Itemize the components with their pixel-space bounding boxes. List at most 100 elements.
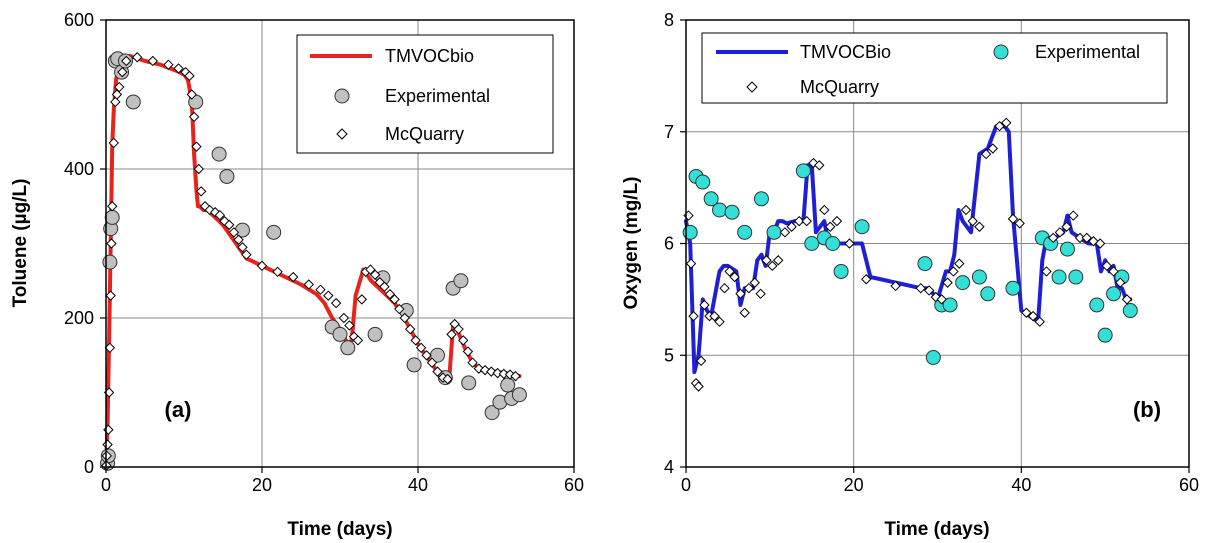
x-tick-label: 0 <box>101 475 111 495</box>
experimental-point <box>332 326 348 342</box>
panel-a-series <box>100 51 527 471</box>
panel-b-label: (b) <box>1133 397 1161 422</box>
mcquarry-point <box>773 255 784 266</box>
mcquarry-point <box>948 266 959 277</box>
mcquarry-point <box>1027 310 1039 322</box>
legend-experimental-b-label: Experimental <box>1035 42 1140 62</box>
experimental-point <box>484 405 500 421</box>
mcquarry-point <box>844 238 855 249</box>
experimental-point <box>980 286 996 302</box>
experimental-point <box>406 357 422 373</box>
mcquarry-point <box>256 260 268 272</box>
y-tick-label: 400 <box>64 159 94 179</box>
legend-tmvocbio-b-label: TMVOCBio <box>800 42 891 62</box>
mcquarry-point <box>467 357 478 368</box>
experimental-point <box>854 219 870 235</box>
mcquarry-point <box>233 234 244 245</box>
mcquarry-point <box>131 52 143 63</box>
mcquarry-point <box>272 266 283 278</box>
y-tick-label: 8 <box>664 10 674 30</box>
mcquarry-point <box>761 255 772 266</box>
mcquarry-point <box>184 70 195 82</box>
mcquarry-point <box>224 219 235 231</box>
experimental-point <box>925 349 941 365</box>
experimental-point <box>1089 297 1105 313</box>
y-tick-label: 4 <box>664 457 674 477</box>
tmvocbio-series-line <box>684 124 1133 374</box>
mcquarry-point <box>1108 266 1119 277</box>
mcquarry-point <box>954 258 965 269</box>
experimental-point <box>102 254 118 270</box>
x-tick-label: 40 <box>408 475 428 495</box>
mcquarry-point <box>103 424 114 435</box>
legend-mcquarry-b-label: McQuarry <box>800 77 879 97</box>
mcquarry-point <box>688 310 699 322</box>
panel-a-y-axis-title: Toluene (µg/L) <box>10 179 31 308</box>
experimental-point <box>1059 241 1075 257</box>
mcquarry-point <box>1021 307 1032 318</box>
experimental-point <box>367 326 383 342</box>
panel-b-legend-box <box>701 32 1168 104</box>
experimental-point <box>955 275 971 291</box>
experimental-point <box>511 387 527 403</box>
mcquarry-point <box>188 111 200 123</box>
mcquarry-point <box>106 238 117 249</box>
mcquarry-point <box>442 373 453 385</box>
mcquarry-point <box>432 366 443 377</box>
mcquarry-point <box>287 271 299 283</box>
mcquarry-point <box>1115 277 1126 288</box>
x-tick-label: 40 <box>1011 475 1031 495</box>
experimental-point <box>1005 280 1021 296</box>
experimental-point <box>804 236 820 251</box>
x-tick-label: 0 <box>681 475 691 495</box>
experimental-point <box>724 204 740 220</box>
mcquarry-point <box>102 439 113 450</box>
mcquarry-point <box>104 342 116 354</box>
experimental-point <box>737 224 753 240</box>
mcquarry-point <box>186 89 198 100</box>
mcquarry-point <box>105 290 116 301</box>
mcquarry-point <box>1007 213 1019 225</box>
mcquarry-point <box>344 320 355 331</box>
experimental-point <box>104 209 120 225</box>
mcquarry-point <box>498 368 510 380</box>
legend-experimental-circle-swatch <box>334 88 350 104</box>
mcquarry-point <box>121 55 132 67</box>
mcquarry-point <box>714 316 725 327</box>
mcquarry-point <box>735 288 746 299</box>
experimental-point <box>500 377 516 393</box>
mcquarry-point <box>426 357 438 368</box>
mcquarry-point <box>861 274 872 285</box>
mcquarry-point <box>987 143 999 154</box>
legend-mcquarry-diamond-swatch <box>336 128 348 140</box>
experimental-point <box>1068 269 1084 285</box>
panel-b-y-axis-title: Oxygen (mg/L) <box>621 176 642 309</box>
legend-mcquarry-b-diamond-swatch <box>746 81 758 93</box>
mcquarry-point <box>1121 294 1133 305</box>
mcquarry-point <box>195 186 207 197</box>
mcquarry-point <box>824 221 836 232</box>
mcquarry-point <box>338 312 350 324</box>
mcquarry-point <box>936 294 947 305</box>
mcquarry-point <box>369 269 381 280</box>
mcquarry-point <box>724 266 735 277</box>
mcquarry-point <box>315 284 326 295</box>
mcquarry-point <box>980 148 992 160</box>
panel-a-legend: TMVOCbio Experimental McQuarry <box>296 34 554 154</box>
mcquarry-point <box>399 312 410 324</box>
mcquarry-point <box>967 215 978 227</box>
y-tick-label: 600 <box>64 10 94 30</box>
experimental-point <box>1106 286 1122 302</box>
mcquarry-point <box>173 63 184 74</box>
mcquarry-point <box>994 120 1005 132</box>
experimental-point <box>695 174 711 190</box>
panel-a-label: (a) <box>165 397 192 422</box>
mcquarry-point <box>755 288 766 299</box>
experimental-point <box>125 94 141 110</box>
mcquarry-point <box>446 329 457 340</box>
panel-b-ticks: 0 20 40 60 4 5 6 7 8 <box>664 10 1199 495</box>
mcquarry-point <box>110 96 121 108</box>
mcquarry-point <box>974 221 985 232</box>
mcquarry-point <box>510 370 521 382</box>
